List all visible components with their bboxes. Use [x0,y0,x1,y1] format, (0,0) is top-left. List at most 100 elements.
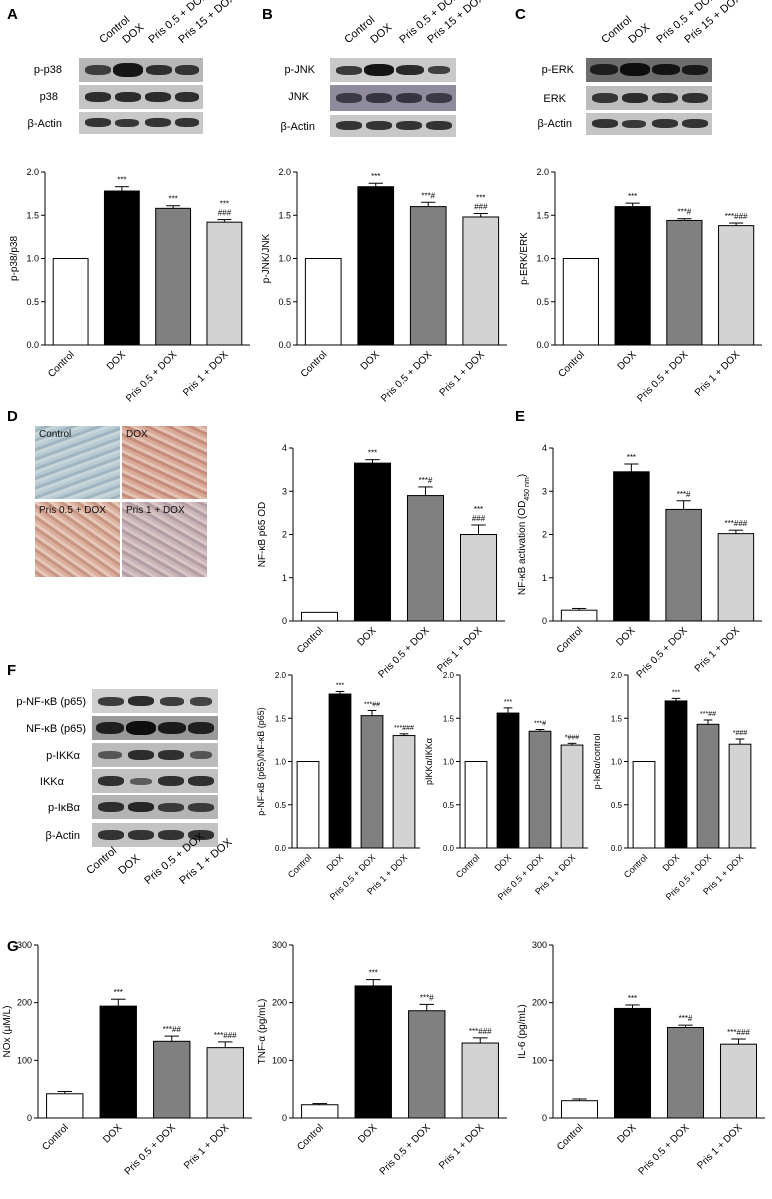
bar [52,258,89,346]
y-tick-label: 1.5 [536,210,549,220]
bar [560,609,598,622]
y-tick-label: 4 [282,443,287,453]
bar [728,743,752,849]
y-tick-label: 0.0 [278,340,291,350]
significance-label: ***# [534,720,546,727]
micrograph-dox: DOX [122,426,207,499]
bar [304,258,342,346]
bar [328,693,352,849]
y-tick-label: 2 [282,530,287,540]
significance-label: ***# [679,1014,693,1023]
y-tick-label: 0.5 [278,297,291,307]
y-axis-label: NF-κB activation (OD450 nm) [517,474,531,595]
y-tick-label: 0.5 [26,297,39,307]
y-tick-label: 1.0 [278,254,291,264]
row-label: ERK [543,93,566,105]
x-tick-label: Control [555,1122,586,1153]
y-tick-label: 0.0 [443,844,455,853]
y-tick-label: 3 [542,486,547,496]
significance-label: ***### [727,1028,750,1037]
x-tick-label: Pris 1 + DOX [437,1122,486,1171]
significance-label: ***## [364,701,380,708]
significance-label: *** [117,176,126,185]
bar [496,712,520,849]
y-tick-label: 300 [532,940,547,950]
x-tick-label: Pris 1 + DOX [693,349,742,398]
blot-strip [79,112,203,134]
micrograph-label: Pris 0.5 + DOX [39,505,106,516]
y-tick-label: 0.0 [275,844,287,853]
x-tick-label: Control [295,625,326,656]
x-tick-label: DOX [614,625,637,648]
significance-label: ***### [725,519,748,528]
western-blot-a: Control DOX Pris 0.5 + DOX Pris 15 + DOX… [0,0,250,140]
bar [560,744,584,849]
x-tick-label: Pris 0.5 + DOX [378,1122,433,1177]
significance-label: *** [627,453,636,462]
x-tick-label: DOX [356,625,379,648]
y-tick-label: 1.0 [275,758,287,767]
y-tick-label: 2.0 [536,167,549,177]
y-tick-label: 2.0 [611,671,623,680]
x-tick-label: DOX [661,852,682,873]
bar [155,207,192,346]
panel-letter-d: D [7,408,18,425]
micrograph-label: Pris 1 + DOX [126,505,185,516]
bar [103,190,140,346]
blot-strip [586,58,712,82]
western-blot-f: p-NF-κB (p65) NF-κB (p65) p-IKKα IKKα p-… [0,680,234,887]
row-label: p-ERK [541,64,574,76]
significance-label: *** [474,505,483,514]
bar [392,735,416,849]
y-tick-label: 1.0 [26,254,39,264]
y-tick-label: 300 [17,940,32,950]
panel-letter-b: B [262,6,273,23]
x-tick-label: DOX [105,349,128,372]
y-tick-label: 2 [542,530,547,540]
panel-letter-g: G [7,938,19,955]
bar [406,495,445,622]
significance-label: *** [504,699,512,706]
blot-strip [330,115,456,137]
x-tick-label: Control [454,852,482,880]
significance-label: *** [368,449,377,458]
row-label: p-JNK [284,64,315,76]
blot-strip [92,743,218,767]
y-tick-label: 100 [532,1055,547,1065]
bar [560,1100,599,1119]
x-tick-label: Pris 0.5 + DOX [635,625,690,680]
significance-label: *### [733,730,748,737]
bar [46,1093,84,1119]
row-label: β-Actin [27,118,62,130]
y-tick-label: 1.0 [611,758,623,767]
y-tick-label: 1.0 [536,254,549,264]
y-tick-label: 1.5 [611,714,623,723]
y-axis-label: p-IκBα/control [592,734,602,790]
significance-label: ***### [214,1031,237,1040]
y-tick-label: 300 [272,940,287,950]
bar [632,761,656,849]
x-tick-label: DOX [616,349,639,372]
x-tick-label: Control [622,852,650,880]
x-tick-label: DOX [616,1122,639,1145]
bar [354,985,392,1119]
bar [665,508,702,622]
bar [528,730,552,849]
row-label: JNK [288,91,309,103]
bar [717,533,755,622]
significance-label: *** [369,969,378,978]
bar [666,1026,705,1119]
x-tick-label: Pris 0.5 + DOX [124,349,179,404]
x-tick-label: DOX [325,852,346,873]
row-label: β-Actin [280,121,315,133]
x-tick-label: Pris 0.5 + DOX [379,349,434,404]
y-tick-label: 0 [542,1113,547,1123]
x-tick-label: Control [556,349,587,380]
bar [296,761,320,849]
panel-letter-a: A [7,6,18,23]
micrograph-control: Control [35,426,120,499]
bar [666,219,703,346]
x-tick-label: Pris 1 + DOX [438,349,487,398]
bar [153,1040,191,1119]
